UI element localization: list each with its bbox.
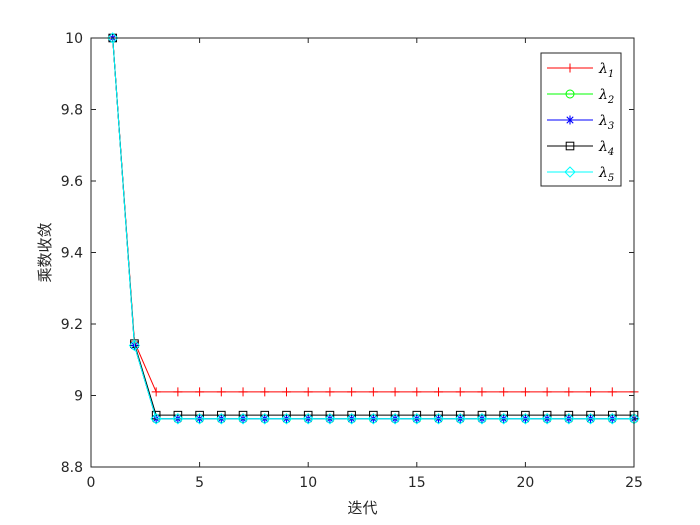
legend-item-1: λ1 bbox=[547, 61, 614, 80]
series-1 bbox=[108, 33, 639, 397]
series-5-point bbox=[454, 413, 466, 425]
series-1-point bbox=[564, 387, 574, 397]
series-5-point bbox=[302, 413, 314, 425]
series-5-point bbox=[476, 413, 488, 425]
series-1-point bbox=[195, 387, 205, 397]
series-5-point bbox=[497, 413, 510, 425]
series-1-point bbox=[281, 387, 291, 397]
y-tick-label: 9.2 bbox=[61, 317, 83, 333]
legend-item-4: λ4 bbox=[547, 139, 614, 158]
legend-marker bbox=[565, 63, 575, 73]
y-tick-label: 9.4 bbox=[61, 246, 83, 262]
legend-label: λ2 bbox=[598, 87, 614, 106]
series-1-point bbox=[325, 387, 335, 397]
series-5-point bbox=[107, 32, 119, 44]
legend-label-base: λ bbox=[598, 113, 608, 129]
series-5-point bbox=[345, 413, 358, 425]
series-1-point bbox=[347, 387, 357, 397]
legend-label-subscript: 3 bbox=[608, 121, 614, 132]
legend-label-base: λ bbox=[598, 87, 608, 103]
series-1-point bbox=[607, 387, 617, 397]
series-5-point bbox=[584, 413, 597, 425]
legend-label: λ4 bbox=[598, 139, 614, 158]
x-tick-label: 10 bbox=[299, 475, 317, 491]
series-1-point bbox=[216, 387, 226, 397]
y-tick-label: 9.6 bbox=[61, 174, 83, 190]
series-5-point bbox=[389, 413, 401, 425]
series-5-point bbox=[541, 413, 553, 425]
y-tick-label: 9.8 bbox=[61, 103, 83, 119]
legend-label-subscript: 2 bbox=[607, 95, 614, 106]
legend-label-subscript: 1 bbox=[608, 69, 614, 80]
legend-marker bbox=[564, 166, 576, 178]
y-tick-label: 8.8 bbox=[61, 460, 83, 476]
series-line-4 bbox=[112, 37, 634, 416]
series-5-point bbox=[128, 339, 141, 352]
series-layer bbox=[107, 32, 640, 425]
series-5-point bbox=[150, 413, 162, 425]
series-1-point bbox=[586, 387, 596, 397]
series-1-point bbox=[390, 387, 400, 397]
series-5-point bbox=[563, 413, 575, 425]
legend-item-3: λ3 bbox=[547, 113, 614, 132]
x-tick-label: 20 bbox=[516, 475, 534, 491]
y-tick-label: 10 bbox=[65, 31, 83, 47]
series-1-point bbox=[434, 387, 444, 397]
x-tick-label: 15 bbox=[408, 475, 426, 491]
series-5-point bbox=[193, 413, 206, 425]
series-1-point bbox=[499, 387, 509, 397]
series-5-point bbox=[411, 413, 423, 425]
legend-item-5: λ5 bbox=[547, 165, 614, 184]
series-1-point bbox=[477, 387, 487, 397]
series-5-point bbox=[259, 413, 271, 425]
series-1-point bbox=[173, 387, 183, 397]
x-tick-label: 25 bbox=[625, 475, 643, 491]
legend-label-base: λ bbox=[598, 139, 608, 155]
legend-label-base: λ bbox=[598, 165, 608, 181]
series-1-point bbox=[520, 387, 530, 397]
x-tick-label: 5 bbox=[195, 475, 204, 491]
legend-marker bbox=[565, 89, 575, 99]
y-axis-title: 乘数收敛 bbox=[36, 222, 54, 282]
series-1-point bbox=[238, 387, 248, 397]
series-1-point bbox=[303, 387, 313, 397]
legend-item-2: λ2 bbox=[547, 87, 614, 106]
series-5-point bbox=[606, 413, 618, 425]
series-5-point bbox=[215, 413, 228, 425]
series-5-point bbox=[432, 413, 445, 425]
series-5-point bbox=[367, 413, 380, 425]
legend-label: λ3 bbox=[598, 113, 614, 132]
x-axis-title: 迭代 bbox=[347, 499, 377, 517]
series-1-point bbox=[260, 387, 270, 397]
series-1-point bbox=[542, 387, 552, 397]
legend-label-subscript: 4 bbox=[607, 147, 614, 158]
legend-marker bbox=[565, 115, 575, 125]
legend-label: λ1 bbox=[598, 61, 614, 80]
series-5-point bbox=[324, 413, 336, 425]
legend-label-base: λ bbox=[598, 61, 608, 77]
series-1-point bbox=[151, 387, 161, 397]
axes-layer: 0 5 10 15 20 258.899.29.49.69.810 bbox=[61, 31, 643, 491]
series-5-point bbox=[280, 413, 293, 425]
legend-marker bbox=[565, 141, 575, 151]
series-5-point bbox=[519, 413, 532, 425]
series-1-point bbox=[368, 387, 378, 397]
x-tick-label: 0 bbox=[87, 475, 96, 491]
legend-label-subscript: 5 bbox=[608, 173, 614, 184]
series-5-point bbox=[237, 413, 249, 425]
series-5-point bbox=[172, 413, 184, 425]
series-1-point bbox=[455, 387, 465, 397]
y-tick-label: 9 bbox=[74, 389, 83, 405]
series-5 bbox=[107, 32, 640, 425]
series-1-point bbox=[412, 387, 422, 397]
legend-label: λ5 bbox=[598, 165, 614, 184]
series-line-5 bbox=[112, 37, 634, 420]
